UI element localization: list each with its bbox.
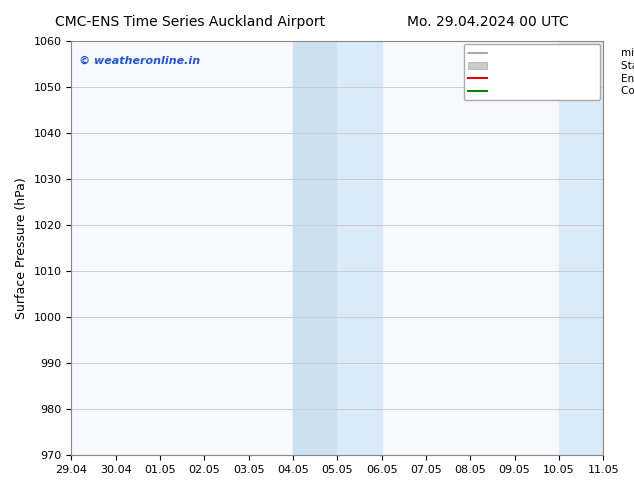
Text: Mo. 29.04.2024 00 UTC: Mo. 29.04.2024 00 UTC xyxy=(407,15,569,29)
Bar xyxy=(337,41,382,455)
Bar xyxy=(293,41,337,455)
Legend: min/max, Standard deviation, Ensemble mean run, Controll run: min/max, Standard deviation, Ensemble me… xyxy=(464,44,600,100)
Text: CMC-ENS Time Series Auckland Airport: CMC-ENS Time Series Auckland Airport xyxy=(55,15,325,29)
Y-axis label: Surface Pressure (hPa): Surface Pressure (hPa) xyxy=(15,177,28,319)
Bar xyxy=(559,41,603,455)
Text: © weatheronline.in: © weatheronline.in xyxy=(79,55,200,66)
